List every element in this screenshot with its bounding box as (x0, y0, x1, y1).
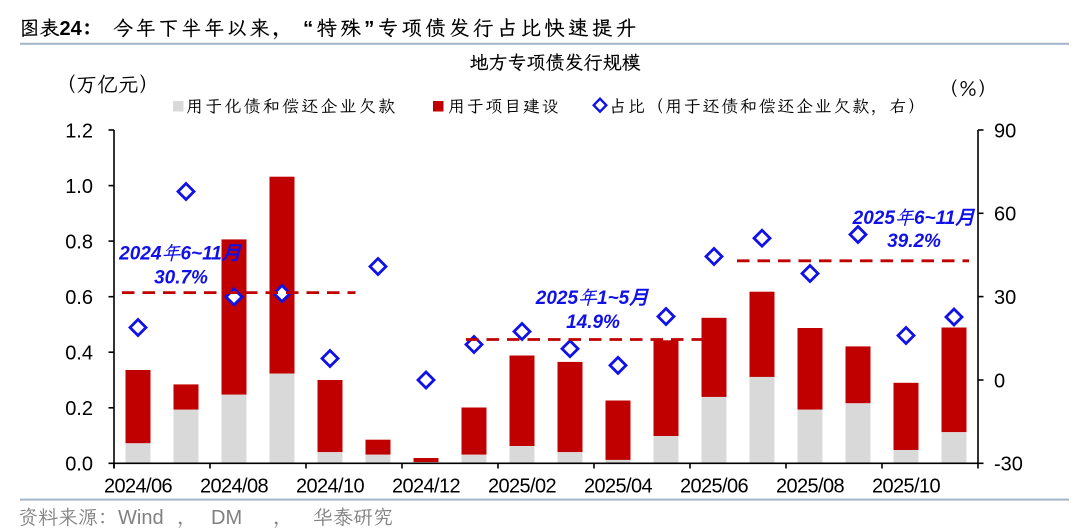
svg-text:2024/08: 2024/08 (200, 476, 269, 498)
svg-text:2025/08: 2025/08 (776, 476, 845, 498)
svg-text:2025/02: 2025/02 (488, 476, 557, 498)
svg-text:39.2%: 39.2% (887, 231, 941, 252)
svg-text:0.8: 0.8 (65, 231, 93, 253)
svg-text:地方专项债发行规模: 地方专项债发行规模 (469, 53, 640, 74)
svg-text:0.2: 0.2 (65, 398, 93, 420)
svg-text:30.7%: 30.7% (154, 268, 208, 289)
svg-text:30: 30 (994, 287, 1016, 309)
svg-text:2024年6~11月: 2024年6~11月 (118, 244, 242, 265)
svg-text:1.2: 1.2 (65, 120, 93, 142)
svg-text:90: 90 (994, 120, 1016, 142)
svg-text:资料来源：Wind，DM，华泰研究: 资料来源：Wind， DM，华泰研究 (18, 507, 393, 529)
svg-text:2025/04: 2025/04 (584, 476, 653, 498)
svg-text:0.4: 0.4 (65, 343, 93, 365)
svg-text:用于项目建设: 用于项目建设 (448, 97, 560, 116)
svg-text:2024/10: 2024/10 (296, 476, 365, 498)
svg-text:2024/06: 2024/06 (104, 476, 173, 498)
svg-text:0.0: 0.0 (65, 454, 93, 476)
svg-text:1.0: 1.0 (65, 176, 93, 198)
svg-text:（万亿元）: （万亿元） (55, 74, 160, 97)
svg-text:2024/12: 2024/12 (392, 476, 461, 498)
svg-text:0.6: 0.6 (65, 287, 93, 309)
svg-text:“特殊”专项债发行占比快速提升: “特殊”专项债发行占比快速提升 (303, 17, 640, 40)
svg-text:0: 0 (994, 370, 1005, 392)
svg-text:图表24：: 图表24： (20, 18, 102, 40)
svg-text:2025年1~5月: 2025年1~5月 (535, 288, 649, 309)
svg-text:占比（用于还债和偿还企业欠款，右）: 占比（用于还债和偿还企业欠款，右） (609, 97, 927, 116)
svg-text:2025/10: 2025/10 (872, 476, 941, 498)
svg-text:14.9%: 14.9% (566, 312, 620, 333)
svg-text:-30: -30 (994, 454, 1023, 476)
svg-text:60: 60 (994, 204, 1016, 226)
svg-text:2025年6~11月: 2025年6~11月 (852, 208, 976, 229)
svg-text:用于化债和偿还企业欠款: 用于化债和偿还企业欠款 (186, 97, 397, 116)
svg-text:（％）: （％） (938, 79, 998, 101)
svg-text:2025/06: 2025/06 (680, 476, 749, 498)
svg-text:今年下半年以来，: 今年下半年以来， (113, 18, 295, 40)
